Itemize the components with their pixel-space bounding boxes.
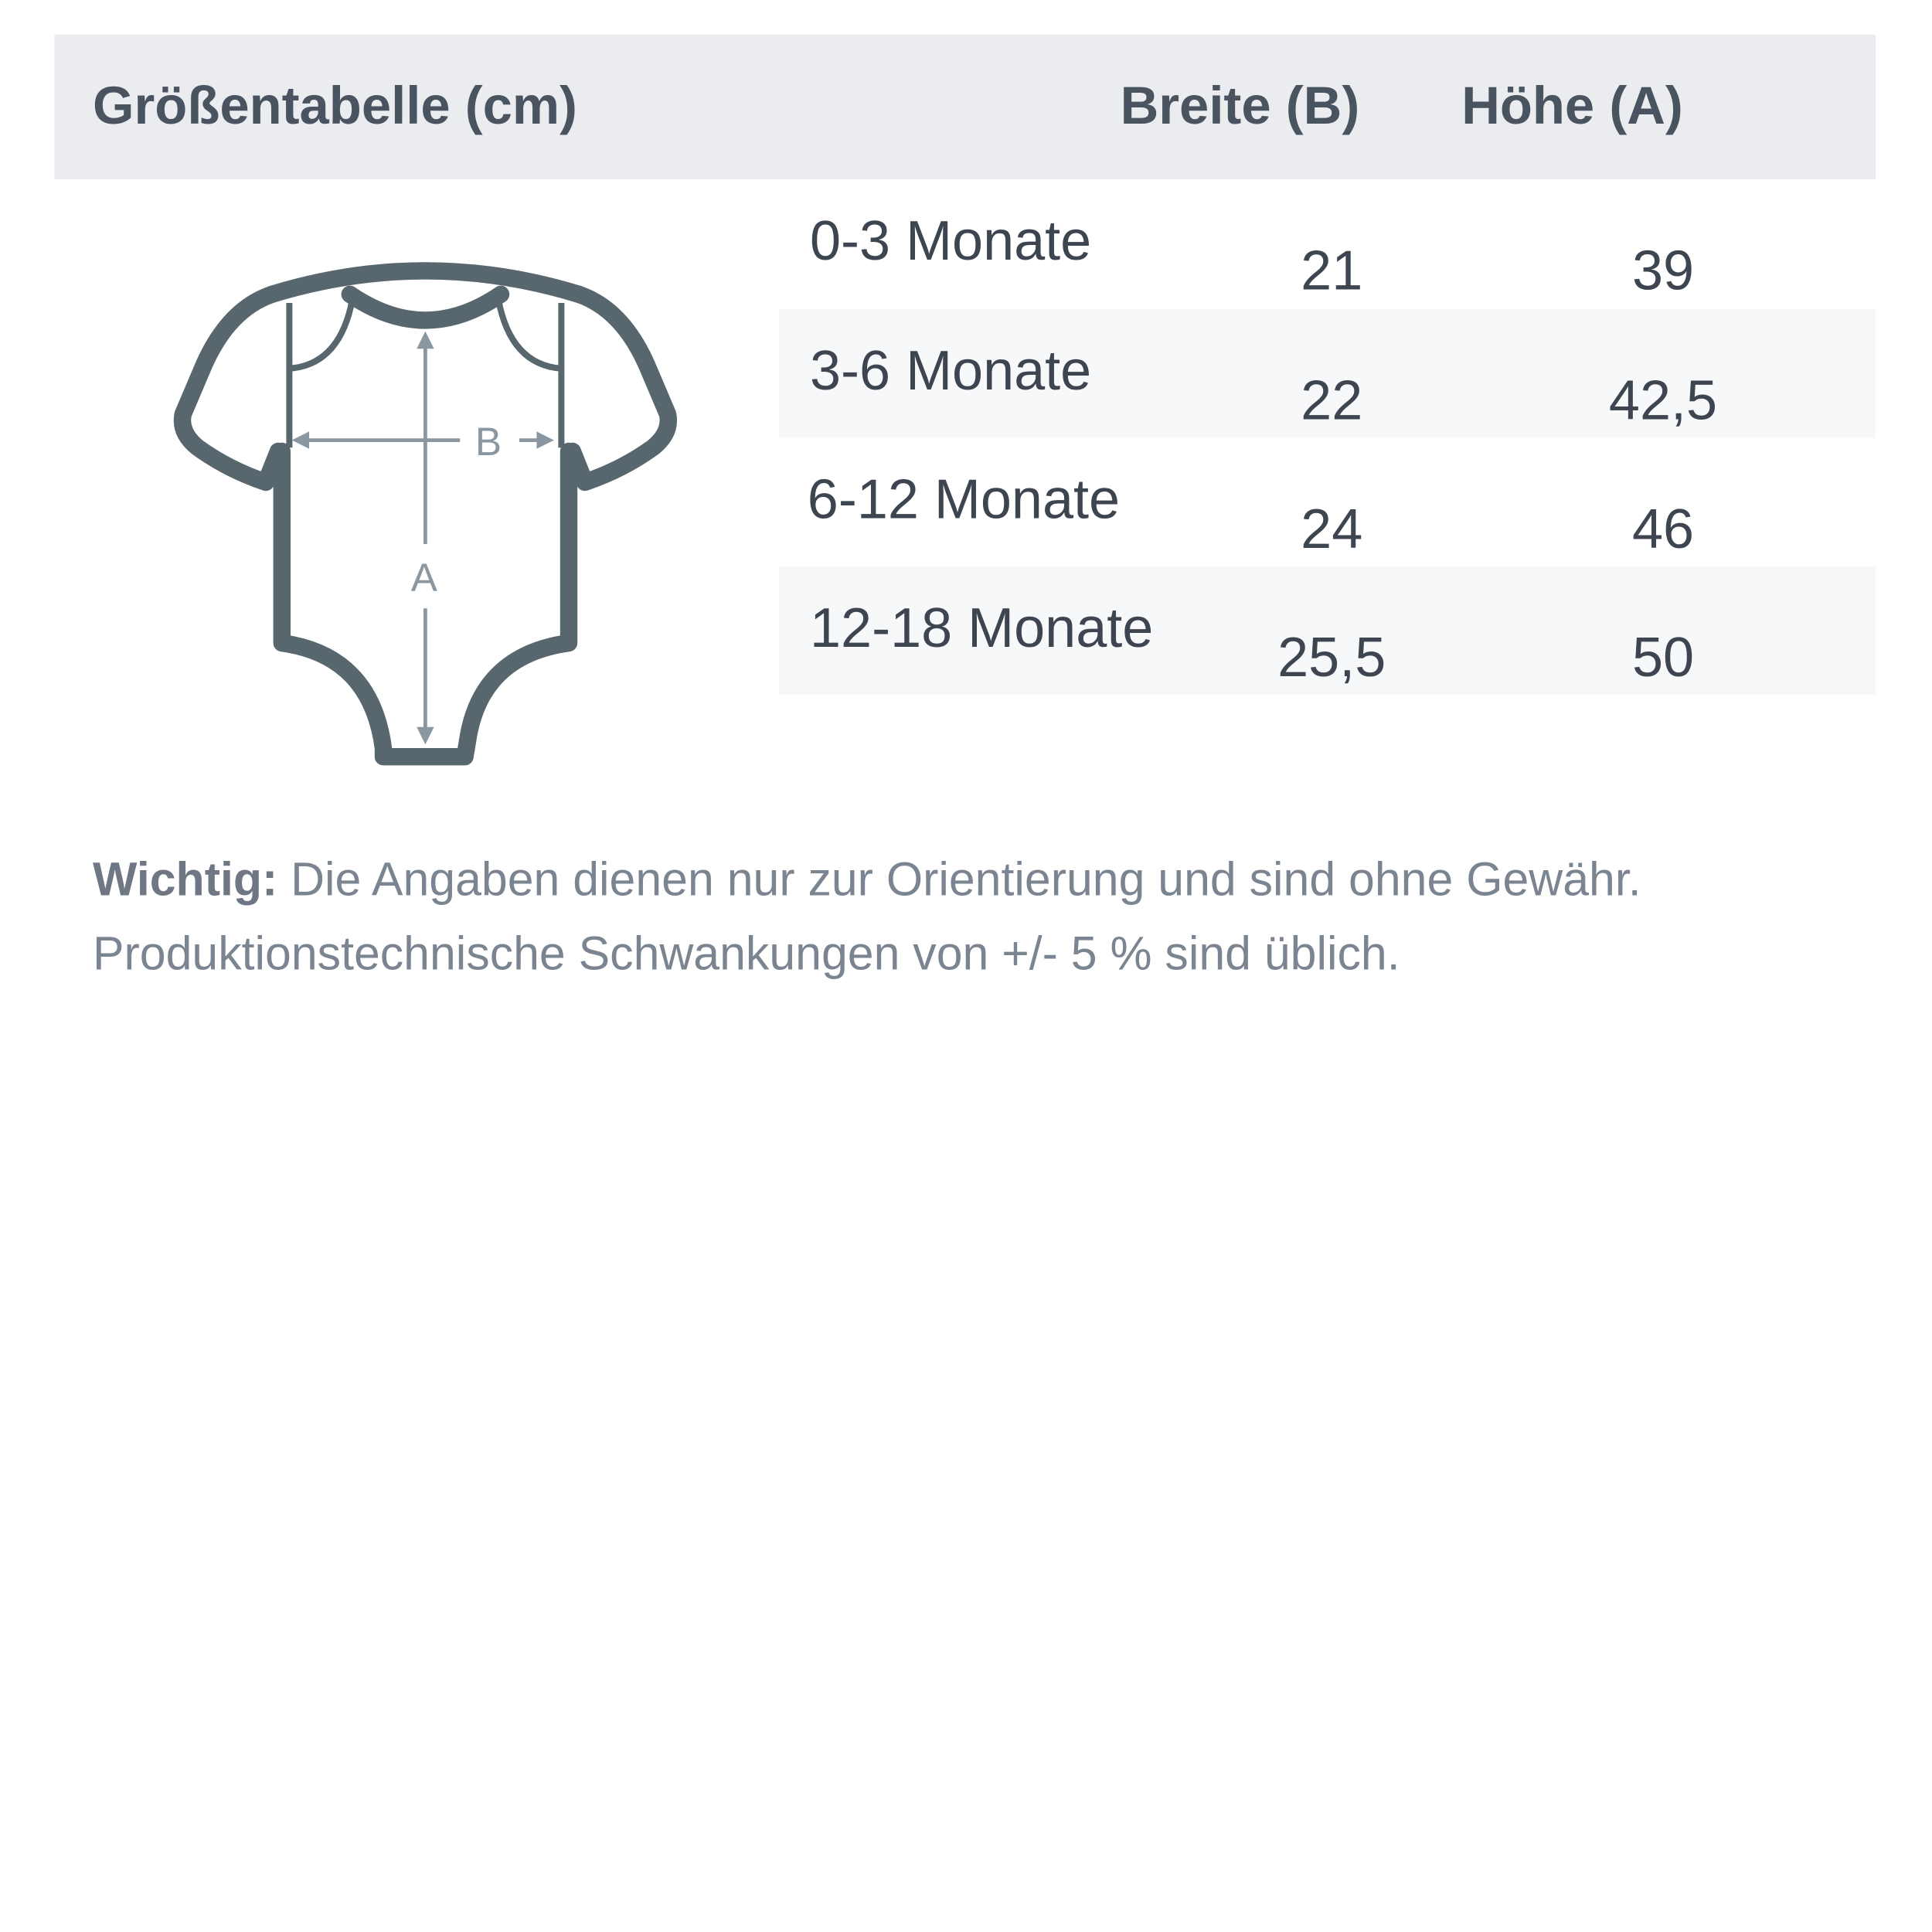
table-row: 12-18 Monate 25,5 50	[779, 566, 1876, 696]
label-b: B	[475, 420, 502, 464]
height-value: 42,5	[1608, 368, 1718, 432]
table-title: Größentabelle (cm)	[93, 77, 577, 136]
height-value: 46	[1631, 497, 1695, 560]
table-row: 6-12 Monate 24 46	[779, 437, 1876, 566]
bodysuit-outline	[173, 262, 677, 766]
size-label: 6-12 Monate	[807, 467, 1121, 531]
disclaimer-note: Wichtig: Die Angaben dienen nur zur Orie…	[93, 843, 1849, 992]
note-bold: Wichtig:	[93, 854, 278, 906]
bodysuit-seams	[286, 298, 565, 448]
measure-arrows	[291, 331, 554, 745]
width-value: 25,5	[1277, 625, 1386, 689]
column-header-height: Höhe (A)	[1461, 77, 1683, 136]
width-value: 22	[1301, 368, 1363, 432]
label-a: A	[411, 556, 438, 600]
width-value: 21	[1301, 238, 1363, 302]
size-label: 12-18 Monate	[810, 596, 1154, 659]
table-row: 3-6 Monate 22 42,5	[779, 309, 1876, 438]
size-label: 3-6 Monate	[810, 338, 1092, 402]
table-header: Größentabelle (cm) Breite (B) Höhe (A)	[54, 34, 1876, 179]
size-label: 0-3 Monate	[810, 209, 1092, 272]
note-line1: Die Angaben dienen nur zur Orientierung …	[291, 854, 1641, 906]
bodysuit-diagram: B A	[173, 262, 677, 766]
width-value: 24	[1301, 497, 1363, 560]
height-value: 50	[1631, 625, 1695, 689]
table-row: 0-3 Monate 21 39	[779, 179, 1876, 308]
note-line2: Produktionstechnische Schwankungen von +…	[93, 928, 1400, 981]
height-value: 39	[1631, 238, 1695, 302]
column-header-width: Breite (B)	[1120, 77, 1360, 136]
